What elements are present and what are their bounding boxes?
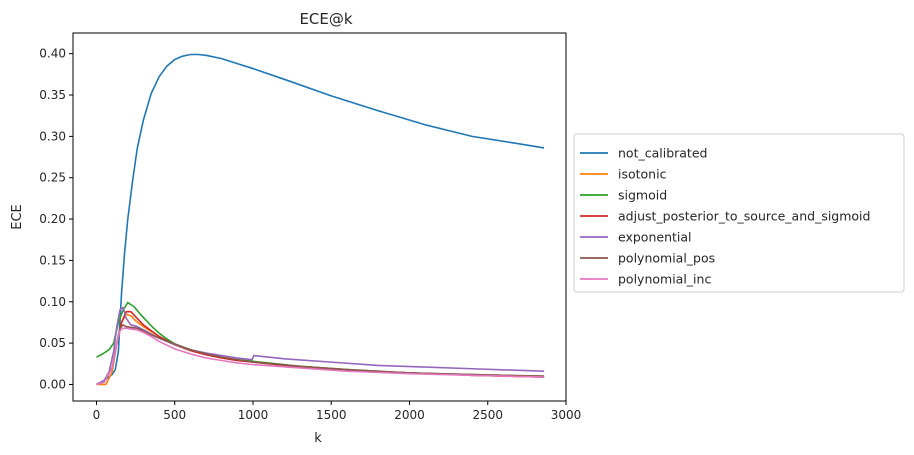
y-tick-label: 0.10 (39, 295, 66, 309)
x-axis-label: k (314, 431, 322, 446)
series-lines (96, 53, 545, 386)
x-tick-label: 3000 (551, 408, 582, 422)
x-tick-label: 1500 (316, 408, 347, 422)
x-axis-ticks: 0 500 1000 1500 2000 2500 3000 (93, 401, 582, 422)
legend-label: exponential (618, 230, 692, 245)
y-tick-label: 0.15 (39, 253, 66, 267)
y-tick-label: 0.30 (39, 129, 66, 143)
legend-box (573, 133, 905, 293)
legend-label: polynomial_pos (618, 251, 715, 266)
legend: not_calibrated isotonic sigmoid adjust_post… (573, 133, 905, 293)
series-line-polynomial-inc (96, 327, 545, 386)
legend-label: not_calibrated (618, 146, 707, 161)
x-tick-label: 2000 (394, 408, 425, 422)
y-tick-label: 0.40 (39, 47, 66, 61)
y-tick-label: 0.25 (39, 171, 66, 185)
x-tick-label: 1000 (238, 408, 269, 422)
legend-items: not_calibrated isotonic sigmoid adjust_post… (580, 146, 870, 287)
legend-label: polynomial_inc (618, 272, 711, 287)
x-tick-label: 2500 (472, 408, 503, 422)
series-line-not-calibrated (96, 53, 545, 386)
y-tick-label: 0.00 (39, 377, 66, 391)
legend-label: adjust_posterior_to_source_and_sigmoid (618, 209, 870, 224)
chart-title: ECE@k (299, 10, 352, 28)
y-axis-label: ECE (10, 204, 25, 230)
axes-frame (72, 32, 567, 402)
x-tick-label: 0 (93, 408, 101, 422)
legend-label: sigmoid (618, 188, 667, 203)
y-tick-label: 0.20 (39, 212, 66, 226)
y-tick-label: 0.05 (39, 336, 66, 350)
plot-area (72, 32, 567, 402)
legend-label: isotonic (618, 167, 667, 182)
y-axis-ticks: 0.00 0.05 0.10 0.15 0.20 0.25 0.30 0.35 0.40 (39, 47, 73, 391)
y-tick-label: 0.35 (39, 88, 66, 102)
x-tick-label: 500 (163, 408, 186, 422)
